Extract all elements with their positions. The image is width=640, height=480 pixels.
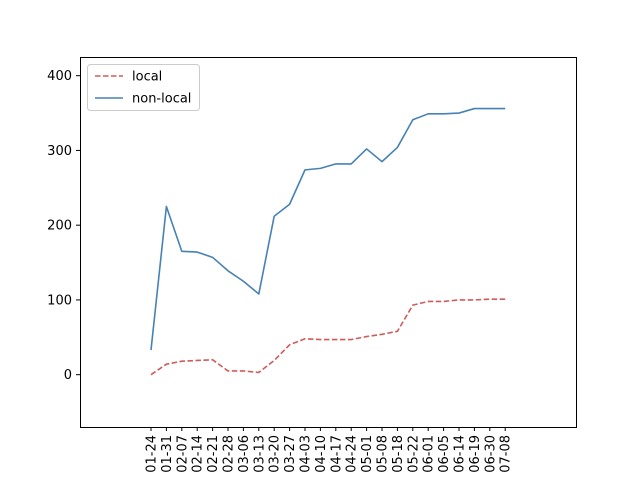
x-tick-label: 06-05 xyxy=(437,435,452,473)
data-point-non-local-03-06 xyxy=(242,280,245,283)
data-point-local-02-14 xyxy=(196,359,199,362)
data-point-local-06-14 xyxy=(458,298,461,301)
x-tick-label: 05-18 xyxy=(391,435,406,473)
data-point-local-05-18 xyxy=(396,330,399,333)
x-tick-label: 03-13 xyxy=(252,435,267,473)
data-point-non-local-06-14 xyxy=(458,112,461,115)
data-point-non-local-07-08 xyxy=(504,107,507,110)
data-point-local-02-07 xyxy=(180,360,183,363)
data-point-non-local-02-21 xyxy=(211,256,214,259)
legend-label-non-local: non-local xyxy=(132,92,191,107)
x-tick-label: 02-21 xyxy=(206,435,221,473)
data-point-local-06-30 xyxy=(488,298,491,301)
y-tick-label: 100 xyxy=(47,293,72,308)
x-tick-label: 02-07 xyxy=(175,435,190,473)
y-tick-label: 300 xyxy=(47,144,72,159)
x-tick-label: 01-24 xyxy=(145,435,160,473)
data-point-local-03-27 xyxy=(288,343,291,346)
x-tick-label: 06-14 xyxy=(453,435,468,473)
data-point-local-02-28 xyxy=(227,369,230,372)
data-point-non-local-04-24 xyxy=(350,162,353,165)
data-point-local-05-08 xyxy=(381,333,384,336)
x-tick-label: 05-08 xyxy=(376,435,391,473)
data-point-local-07-08 xyxy=(504,298,507,301)
data-point-local-03-13 xyxy=(257,371,260,374)
x-tick-label: 06-01 xyxy=(422,435,437,473)
data-point-non-local-02-14 xyxy=(196,251,199,254)
data-point-non-local-06-19 xyxy=(473,107,476,110)
data-point-non-local-04-03 xyxy=(304,168,307,171)
data-point-non-local-04-17 xyxy=(334,162,337,165)
x-tick-label: 04-10 xyxy=(314,435,329,473)
data-point-local-06-05 xyxy=(442,300,445,303)
data-point-local-01-31 xyxy=(165,363,168,366)
data-point-local-05-01 xyxy=(365,335,368,338)
data-point-non-local-05-08 xyxy=(381,160,384,163)
data-point-local-04-17 xyxy=(334,338,337,341)
series-layer xyxy=(150,107,507,376)
series-line-local xyxy=(150,298,506,376)
plot-frame xyxy=(80,57,577,428)
data-point-non-local-02-28 xyxy=(227,269,230,272)
data-point-non-local-02-07 xyxy=(180,250,183,253)
data-point-local-04-03 xyxy=(304,337,307,340)
y-tick-label: 400 xyxy=(47,69,72,84)
x-tick-label: 05-22 xyxy=(406,435,421,473)
legend: local non-local xyxy=(87,64,200,111)
data-point-local-01-24 xyxy=(150,373,153,376)
series-line-non-local xyxy=(150,107,506,351)
data-point-non-local-03-20 xyxy=(273,215,276,218)
data-point-non-local-05-22 xyxy=(411,118,414,121)
data-point-non-local-06-05 xyxy=(442,112,445,115)
x-tick-label: 01-31 xyxy=(160,435,175,473)
x-tick-label: 06-30 xyxy=(483,435,498,473)
legend-label-local: local xyxy=(132,70,162,85)
data-point-non-local-04-10 xyxy=(319,167,322,170)
x-tick-label: 03-06 xyxy=(237,435,252,473)
y-tick-label: 200 xyxy=(47,219,72,234)
x-tick-label: 03-27 xyxy=(283,435,298,473)
x-tick-label: 02-14 xyxy=(191,435,206,473)
x-tick-label: 05-01 xyxy=(360,435,375,473)
x-tick-label: 04-03 xyxy=(299,435,314,473)
x-axis: 01-24 01-31 02-07 02-14 02-21 02-28 03-06 03-13… xyxy=(145,427,514,473)
data-point-non-local-03-13 xyxy=(257,292,260,295)
data-point-non-local-06-01 xyxy=(427,112,430,115)
data-point-local-04-10 xyxy=(319,338,322,341)
data-point-local-05-22 xyxy=(411,304,414,307)
x-tick-label: 04-17 xyxy=(329,435,344,473)
data-point-local-06-19 xyxy=(473,298,476,301)
data-point-local-04-24 xyxy=(350,338,353,341)
x-tick-label: 07-08 xyxy=(499,435,514,473)
data-point-non-local-05-18 xyxy=(396,146,399,149)
x-tick-label: 03-20 xyxy=(268,435,283,473)
x-tick-label: 04-24 xyxy=(345,435,360,473)
data-point-non-local-05-01 xyxy=(365,147,368,150)
data-point-local-03-20 xyxy=(273,359,276,362)
data-point-local-06-01 xyxy=(427,300,430,303)
y-axis: 0 100 200 300 400 xyxy=(47,69,80,383)
data-point-non-local-03-27 xyxy=(288,203,291,206)
y-tick-label: 0 xyxy=(64,368,72,383)
data-point-local-03-06 xyxy=(242,369,245,372)
data-point-non-local-06-30 xyxy=(488,107,491,110)
x-tick-label: 02-28 xyxy=(222,435,237,473)
x-tick-label: 06-19 xyxy=(468,435,483,473)
data-point-non-local-01-31 xyxy=(165,205,168,208)
data-point-local-02-21 xyxy=(211,358,214,361)
data-point-non-local-01-24 xyxy=(150,349,153,352)
